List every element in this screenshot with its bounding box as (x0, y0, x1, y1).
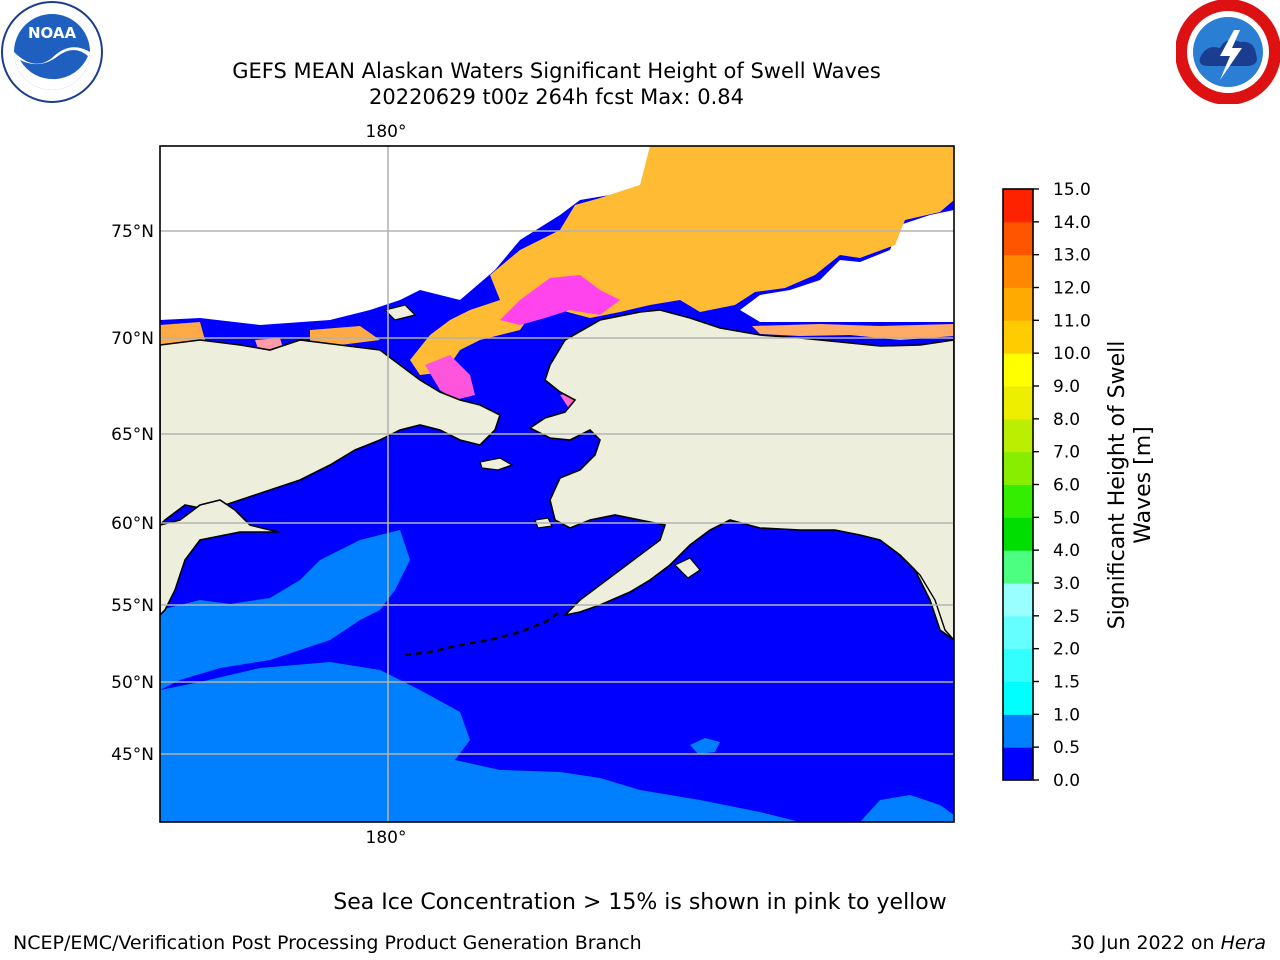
sea-ice-pink-central (500, 275, 620, 325)
colorbar-tick-label: 2.5 (1053, 607, 1080, 627)
sea-ice-beaufort (752, 324, 954, 340)
colorbar-swatch (1003, 747, 1033, 781)
sea-ice-siberia-west (160, 322, 205, 345)
noaa-logo-text: NOAA (28, 24, 77, 42)
land-st-lawrence-island (479, 457, 514, 471)
colorbar-swatch (1003, 254, 1033, 288)
colorbar-tick-label: 9.0 (1053, 377, 1080, 397)
swell-mid-region-south (160, 662, 800, 822)
map-frame (159, 145, 955, 823)
colorbar-tick-label: 0.0 (1053, 771, 1080, 791)
nws-logo-icon (1176, 0, 1280, 104)
colorbar-swatch (1003, 550, 1033, 584)
chart-title: GEFS MEAN Alaskan Waters Significant Hei… (232, 59, 881, 83)
colorbar-tick-label: 5.0 (1053, 508, 1080, 528)
sea-ice-note: Sea Ice Concentration > 15% is shown in … (333, 890, 947, 915)
land-chukotka (160, 339, 501, 527)
colorbar-swatch (1003, 451, 1033, 485)
colorbar-swatch (1003, 517, 1033, 551)
colorbar-swatch (1003, 418, 1033, 453)
sea-ice-yellow (490, 146, 954, 318)
map-plot-area (160, 146, 954, 822)
credit-line: NCEP/EMC/Verification Post Processing Pr… (13, 932, 642, 954)
swell-mid-region-north (160, 530, 410, 690)
colorbar-tick-label: 6.0 (1053, 476, 1080, 496)
lat-label: 60°N (111, 514, 154, 534)
colorbar-swatch (1003, 386, 1033, 420)
colorbar-tick-label: 12.0 (1053, 279, 1091, 299)
lat-label: 55°N (111, 596, 154, 616)
colorbar-tick-label: 8.0 (1053, 410, 1080, 430)
colorbar-swatch (1003, 189, 1033, 223)
colorbar-swatch (1003, 320, 1033, 354)
host-name: Hera (1220, 932, 1266, 954)
arctic-no-data-east (740, 210, 954, 322)
colorbar-tick-label: 15.0 (1053, 180, 1091, 200)
swell-mid-patch (690, 738, 720, 754)
land-se-alaska-coast (904, 559, 954, 641)
colorbar-tick-label: 1.0 (1053, 705, 1080, 725)
sea-ice-pink-chukotka (425, 355, 475, 400)
chart-subtitle: 20220629 t00z 264h fcst Max: 0.84 (369, 85, 744, 109)
colorbar-label: Significant Height of Swell Waves [m] (1105, 341, 1156, 630)
colorbar-swatch (1003, 353, 1033, 387)
colorbar-tick-label: 3.0 (1053, 574, 1080, 594)
colorbar-swatch (1003, 484, 1033, 518)
graticule (160, 146, 954, 822)
colorbar-swatch (1003, 714, 1033, 748)
lat-label: 50°N (111, 673, 154, 693)
land-kodiak-island (673, 557, 701, 579)
colorbar-label-line2: Waves [m] (1131, 426, 1156, 543)
colorbar-swatch (1003, 648, 1033, 682)
noaa-logo-icon: NOAA (1, 1, 103, 103)
colorbar-tick-label: 4.0 (1053, 541, 1080, 561)
lat-label: 65°N (111, 425, 154, 445)
sea-ice-siberia-east (310, 326, 380, 345)
land-kamchatka (160, 499, 281, 617)
colorbar (1002, 188, 1034, 781)
date-text: 30 Jun 2022 on (1070, 932, 1221, 954)
lon-label-bottom: 180° (366, 828, 407, 848)
colorbar-tick-label: 11.0 (1053, 311, 1091, 331)
colorbar-label-line1: Significant Height of Swell (1105, 341, 1130, 630)
swell-mid-region-east (860, 795, 954, 822)
colorbar-swatch (1003, 681, 1033, 715)
colorbar-tick-label: 13.0 (1053, 246, 1091, 266)
land-aleutian-islands (404, 610, 561, 657)
colorbar-swatch (1003, 221, 1033, 256)
colorbar-swatch (1003, 583, 1033, 617)
colorbar-tick-label: 10.0 (1053, 344, 1091, 364)
colorbar-ticks: 0.0 0.5 1.0 1.5 2.0 2.5 3.0 4.0 5.0 6.0 7.0 8.0 9.0 1… (1033, 180, 1091, 791)
lat-label: 45°N (111, 745, 154, 765)
land-wrangel-island (383, 304, 417, 321)
colorbar-tick-label: 1.5 (1053, 673, 1080, 693)
colorbar-tick-label: 0.5 (1053, 738, 1080, 758)
lat-label: 70°N (111, 329, 154, 349)
land-alaska (528, 309, 954, 641)
colorbar-tick-label: 2.0 (1053, 640, 1080, 660)
date-line: 30 Jun 2022 on Hera (1071, 932, 1266, 954)
colorbar-swatch (1003, 287, 1033, 321)
arctic-no-data-west (160, 146, 650, 325)
lon-label-top: 180° (366, 122, 407, 142)
colorbar-swatch (1003, 615, 1033, 650)
lat-label: 75°N (111, 222, 154, 242)
colorbar-tick-label: 14.0 (1053, 213, 1091, 233)
colorbar-tick-label: 7.0 (1053, 443, 1080, 463)
